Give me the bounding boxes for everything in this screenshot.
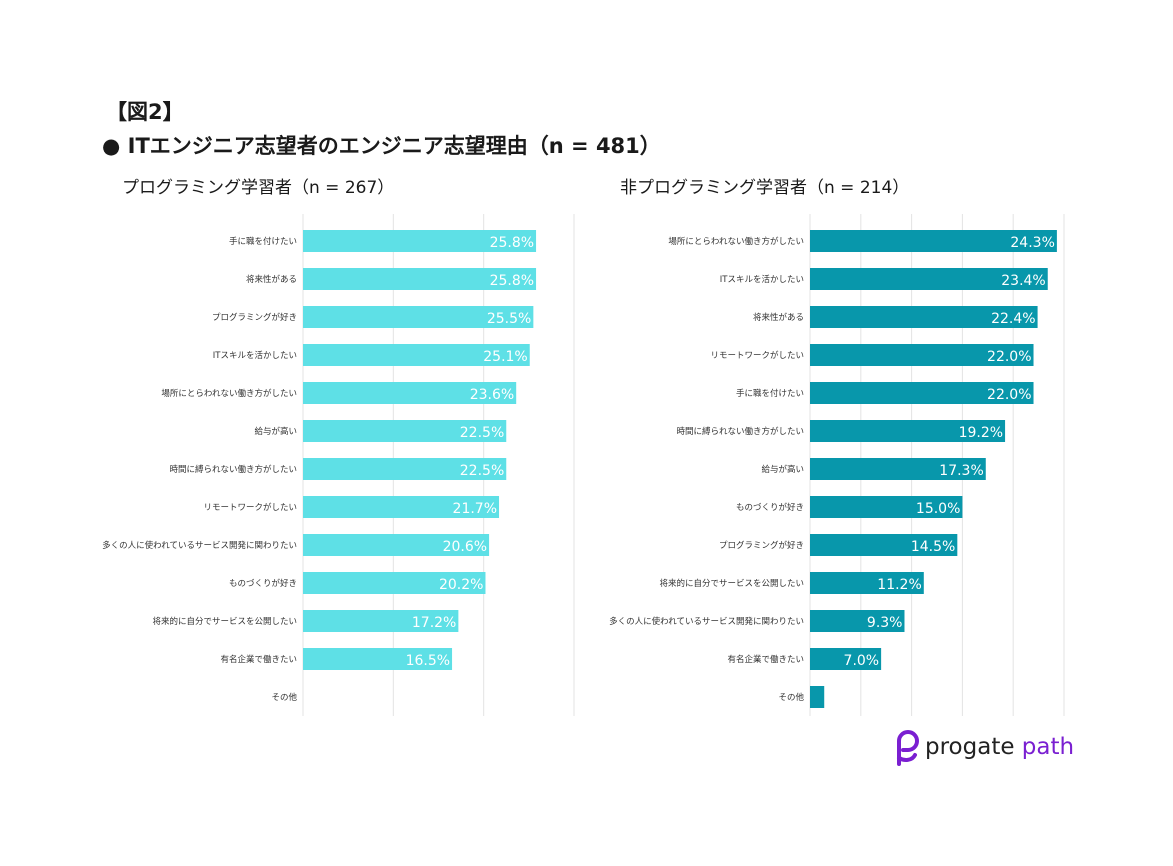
bar — [810, 572, 924, 594]
category-label: リモートワークがしたい — [203, 502, 297, 513]
data-label: 25.8% — [490, 235, 534, 251]
category-label: プログラミングが好き — [212, 312, 297, 323]
bar — [810, 268, 1048, 290]
bar — [303, 572, 486, 594]
bar — [303, 382, 517, 404]
data-label: 24.3% — [1010, 235, 1054, 251]
category-label: 給与が高い — [254, 426, 297, 437]
data-label: 25.8% — [490, 273, 534, 289]
data-label: 23.4% — [1001, 273, 1045, 289]
data-label: 17.3% — [939, 463, 983, 479]
bar — [810, 382, 1034, 404]
logo-word-path: path — [1021, 734, 1075, 760]
progate-logo-icon — [897, 730, 919, 766]
data-label: 21.7% — [453, 501, 497, 517]
bar — [303, 344, 530, 366]
data-label: 16.5% — [406, 653, 450, 669]
data-label: 15.0% — [916, 501, 960, 517]
bar — [810, 344, 1034, 366]
category-label: 有名企業で働きたい — [220, 654, 297, 665]
category-label: 場所にとらわれない働き方がしたい — [161, 388, 297, 399]
data-label: 25.1% — [483, 349, 527, 365]
category-label: プログラミングが好き — [719, 540, 804, 551]
category-label: その他 — [271, 692, 297, 703]
bar — [810, 458, 986, 480]
bar — [810, 420, 1006, 442]
category-label: ものづくりが好き — [229, 578, 297, 589]
data-label: 9.3% — [867, 615, 903, 631]
category-label: 場所にとらわれない働き方がしたい — [668, 236, 804, 247]
bar — [303, 230, 537, 252]
category-label: 手に職を付けたい — [229, 236, 297, 247]
data-label: 25.5% — [487, 311, 531, 327]
category-label: 手に職を付けたい — [736, 388, 804, 399]
bar — [810, 496, 963, 518]
data-label: 22.4% — [991, 311, 1035, 327]
bar — [810, 610, 905, 632]
category-label: ITスキルを活かしたい — [720, 274, 804, 285]
data-label: 20.2% — [439, 577, 483, 593]
bar — [303, 268, 537, 290]
category-label: その他 — [778, 692, 804, 703]
category-label: 時間に縛られない働き方がしたい — [676, 426, 804, 437]
category-label: リモートワークがしたい — [710, 350, 804, 361]
category-label: ものづくりが好き — [736, 502, 804, 513]
data-label: 7.0% — [844, 653, 880, 669]
category-label: 将来的に自分でサービスを公開したい — [659, 578, 804, 589]
bar — [810, 306, 1038, 328]
data-label: 20.6% — [443, 539, 487, 555]
figure-label: 【図2】 — [106, 100, 184, 124]
category-label: 時間に縛られない働き方がしたい — [169, 464, 297, 475]
bar — [810, 648, 882, 670]
category-label: 将来性がある — [246, 274, 297, 285]
category-label: 有名企業で働きたい — [727, 654, 804, 665]
data-label: 17.2% — [412, 615, 456, 631]
bar — [303, 610, 459, 632]
data-label: 19.2% — [959, 425, 1003, 441]
data-label: 22.0% — [987, 349, 1031, 365]
data-label: 22.5% — [460, 463, 504, 479]
category-label: 将来性がある — [753, 312, 804, 323]
category-label: 将来的に自分でサービスを公開したい — [152, 616, 297, 627]
bar-chart-programming-learners: 0%10%20%30%手に職を付けたい25.8%将来性がある25.8%プログラミ… — [102, 214, 575, 716]
bar — [810, 686, 825, 708]
chart-title-non-programming-learners: 非プログラミング学習者（n = 214） — [620, 178, 910, 198]
bar — [303, 534, 490, 556]
bar — [303, 458, 507, 480]
data-label: 22.0% — [987, 387, 1031, 403]
data-label: 23.6% — [470, 387, 514, 403]
progate-path-logo: progate path — [893, 728, 1074, 766]
category-label: 多くの人に使われているサービス開発に関わりたい — [609, 616, 804, 627]
bar — [810, 534, 958, 556]
logo-word-progate: progate — [925, 734, 1015, 760]
bar — [810, 230, 1057, 252]
bar-chart-non-programming-learners: 0%5%10%15%20%25%場所にとらわれない働き方がしたい24.3%ITス… — [609, 214, 1065, 716]
category-label: 給与が高い — [761, 464, 804, 475]
bar — [303, 306, 534, 328]
data-label: 14.5% — [911, 539, 955, 555]
bar — [303, 496, 500, 518]
main-title: ● ITエンジニア志望者のエンジニア志望理由（n = 481） — [102, 134, 661, 158]
data-label: 11.2% — [877, 577, 921, 593]
bar — [303, 648, 453, 670]
category-label: 多くの人に使われているサービス開発に関わりたい — [102, 540, 297, 551]
chart-title-programming-learners: プログラミング学習者（n = 267） — [122, 178, 395, 198]
bar — [303, 420, 507, 442]
category-label: ITスキルを活かしたい — [213, 350, 297, 361]
data-label: 22.5% — [460, 425, 504, 441]
